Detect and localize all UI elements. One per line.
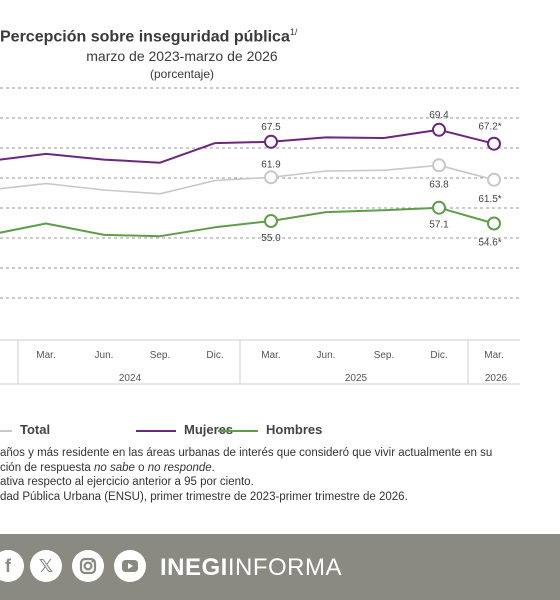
legend-mujeres-label: Mujeres [184, 422, 234, 437]
legend-hombres-swatch [218, 429, 258, 432]
legend-mujeres: Mujeres [136, 422, 233, 437]
data-label-hombres: 54.6* [478, 238, 501, 249]
chart-unit: (porcentaje) [149, 67, 215, 81]
year-label: 2024 [119, 373, 142, 384]
x-tick-label: Mar. [261, 350, 280, 361]
legend-hombres: Hombres [218, 422, 322, 437]
x-tick-label: Jun. [317, 350, 336, 361]
chart-title: Percepción sobre inseguridad pública1/ [0, 27, 320, 46]
x-tick-label: Sep. [374, 350, 395, 361]
data-label-total: 61.5* [478, 194, 501, 205]
chart-data-labels: 61.9 63.8 61.5* 67.5 69.4 67.2* 55.0 57.1 54.6* [261, 110, 502, 249]
data-label-hombres: 57.1 [429, 220, 449, 231]
marker-mujeres [264, 134, 278, 149]
footnote-line-2-b: no sabe [93, 461, 135, 474]
instagram-icon[interactable] [72, 550, 104, 582]
series-line-total [0, 164, 495, 195]
youtube-icon[interactable] [114, 550, 146, 582]
chart-axis: Mar. Jun. Sep. Dic. Mar. Jun. Sep. Dic. Mar. 2024… [0, 339, 520, 385]
footer-bar: f 𝕏 INEGIINFORMA [0, 534, 560, 600]
series-line-mujeres [0, 128, 495, 164]
marker-total [264, 170, 278, 185]
legend-hombres-label: Hombres [266, 422, 323, 437]
brand-light: INFORMA [227, 554, 343, 581]
marker-hombres [432, 200, 446, 215]
marker-total [487, 172, 501, 187]
legend-total: Total [0, 422, 50, 437]
x-tick-label: Sep. [150, 350, 171, 361]
data-label-hombres: 55.0 [261, 233, 281, 244]
marker-mujeres [432, 122, 446, 137]
x-tick-label: Jun. [95, 350, 114, 361]
footnote-line-2-d: no responde [147, 461, 212, 474]
chart-subtitle: marzo de 2023-marzo de 2026 [86, 48, 278, 64]
brand-bold: INEGI [160, 554, 228, 581]
footnote-line-3: ativa respecto al ejercicio anterior a 9… [0, 476, 254, 488]
data-label-mujeres: 67.2* [478, 122, 501, 133]
marker-total [432, 158, 446, 173]
year-label: 2025 [345, 373, 368, 384]
chart-series [0, 128, 495, 238]
x-icon[interactable]: 𝕏 [30, 550, 62, 582]
data-label-total: 63.8 [429, 179, 449, 190]
footnote-line-2-e: . [211, 461, 215, 474]
x-tick-label: Mar. [36, 350, 55, 361]
x-tick-label: Dic. [430, 350, 447, 361]
marker-hombres [264, 214, 278, 228]
footnote-line-2: ción de respuesta no sabe o no responde. [0, 461, 560, 476]
brand-logo[interactable]: INEGIINFORMA [160, 554, 342, 582]
legend-total-label: Total [20, 422, 51, 437]
footnote-line-4: dad Pública Urbana (ENSU), primer trimes… [0, 490, 408, 503]
data-label-total: 61.9 [261, 159, 281, 170]
marker-mujeres [487, 136, 501, 151]
marker-hombres [487, 216, 501, 231]
data-label-mujeres: 69.4 [429, 110, 449, 121]
chart-markers [264, 122, 501, 231]
title-footnote-marker: 1/ [289, 27, 298, 37]
data-label-mujeres: 67.5 [261, 122, 281, 133]
footnotes: años y más residente en las áreas urbana… [0, 446, 560, 504]
year-label: 2026 [485, 373, 508, 384]
footnote-line-1: años y más residente en las áreas urbana… [0, 447, 493, 459]
x-tick-label: Mar. [484, 350, 503, 361]
line-chart: Mar. Jun. Sep. Dic. Mar. Jun. Sep. Dic. Mar. 2024… [0, 87, 520, 385]
footnote-line-2-a: ción de respuesta [0, 461, 94, 474]
legend-total-swatch [0, 429, 12, 432]
x-tick-label: Dic. [206, 350, 223, 361]
chart-title-text: Percepción sobre inseguridad pública [0, 28, 290, 46]
footnote-line-2-c: o [134, 461, 148, 474]
facebook-icon[interactable]: f [0, 550, 24, 582]
series-line-hombres [0, 206, 495, 238]
legend-mujeres-swatch [136, 429, 176, 432]
